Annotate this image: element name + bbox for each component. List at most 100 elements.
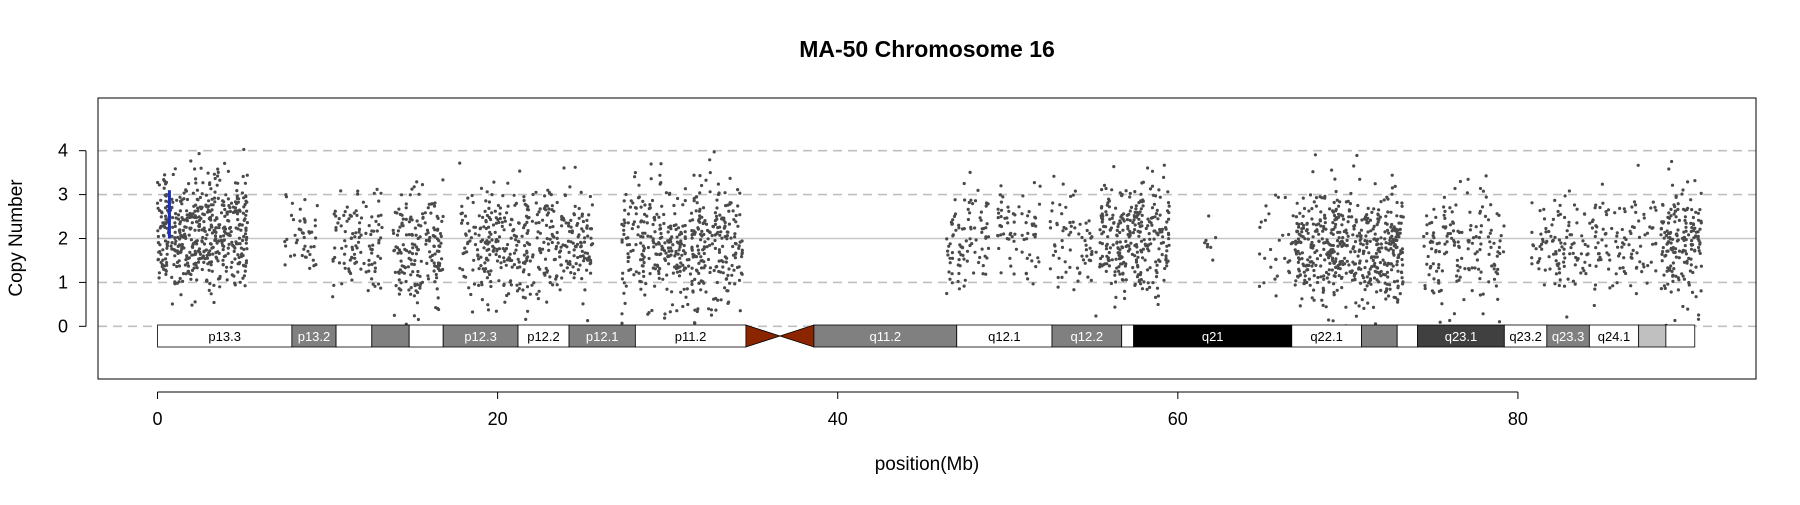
data-point [164,199,168,203]
data-point [1304,229,1309,233]
data-point [1371,258,1375,262]
data-point [527,242,531,246]
data-point [222,200,226,204]
data-point [648,203,652,207]
data-point [641,244,645,248]
data-point [968,211,972,215]
data-point [466,240,470,244]
data-point [699,238,703,242]
data-point [1061,229,1065,233]
data-point [343,266,347,270]
data-point [713,238,717,243]
data-point [418,286,422,290]
data-point [473,232,477,236]
data-point [1437,263,1441,267]
data-point [214,226,218,230]
data-point [1689,198,1693,202]
data-point [1128,233,1132,237]
data-point [700,229,704,233]
data-point [1698,208,1702,212]
data-point [1124,239,1128,243]
data-point [164,182,168,186]
data-point [572,248,576,252]
data-point [1373,182,1377,186]
data-point [157,276,161,280]
data-point [535,236,539,240]
data-point [734,220,738,224]
data-point [191,212,195,216]
data-point [1697,313,1701,317]
data-point [491,244,495,248]
data-point [1164,254,1168,258]
data-point [1298,252,1302,256]
data-point [1686,307,1690,311]
data-point [506,243,510,247]
data-point [1157,188,1161,192]
data-point [218,274,222,279]
data-point [677,233,682,237]
data-point [580,212,585,216]
data-point [1259,220,1263,224]
data-point [1642,212,1646,216]
data-point [708,171,712,175]
data-point [1369,229,1373,233]
data-point [1590,226,1594,230]
data-point [410,242,414,246]
data-point [467,286,471,290]
data-point [1147,220,1152,224]
data-point [523,260,527,264]
data-point [633,171,638,175]
data-point [1363,288,1367,292]
data-point [440,219,444,223]
data-point [973,226,977,230]
data-point [183,225,187,229]
data-point [1147,232,1151,236]
data-point [657,276,661,280]
data-point [537,221,541,225]
data-point [212,196,217,200]
data-point [178,209,182,213]
data-point [1162,163,1166,167]
data-point [1099,206,1104,210]
data-point [1470,241,1474,245]
data-point [702,281,706,285]
data-point [1388,238,1392,242]
data-point [506,181,510,185]
data-point [693,277,697,281]
data-point [169,244,173,248]
data-point [1331,210,1335,214]
data-point [1069,194,1073,198]
data-point [1430,247,1434,251]
data-point [1693,226,1697,230]
data-point [701,206,706,210]
data-point [542,271,546,275]
data-point [1453,186,1457,191]
data-point [1139,207,1143,211]
data-point [1551,217,1555,221]
data-point [1130,252,1134,256]
data-point [1641,262,1645,266]
data-point [331,295,335,299]
data-point [1146,281,1150,285]
data-point [1323,213,1327,217]
data-point [1671,279,1675,283]
data-point [1442,195,1446,199]
data-point [726,230,730,234]
data-point [1158,195,1162,199]
data-point [213,200,217,204]
data-point [1394,235,1398,239]
data-point [1145,268,1150,272]
data-point [234,226,238,230]
data-point [558,249,563,253]
data-point [507,292,511,296]
data-point [1100,254,1104,258]
data-point [216,170,220,174]
data-point [1338,230,1342,234]
plot-frame [97,97,1757,380]
data-point [1332,282,1336,286]
data-point [1359,267,1363,271]
data-point [548,281,552,285]
data-point [200,228,204,232]
data-point [1344,271,1348,275]
band-label-q21: q21 [1202,329,1224,344]
